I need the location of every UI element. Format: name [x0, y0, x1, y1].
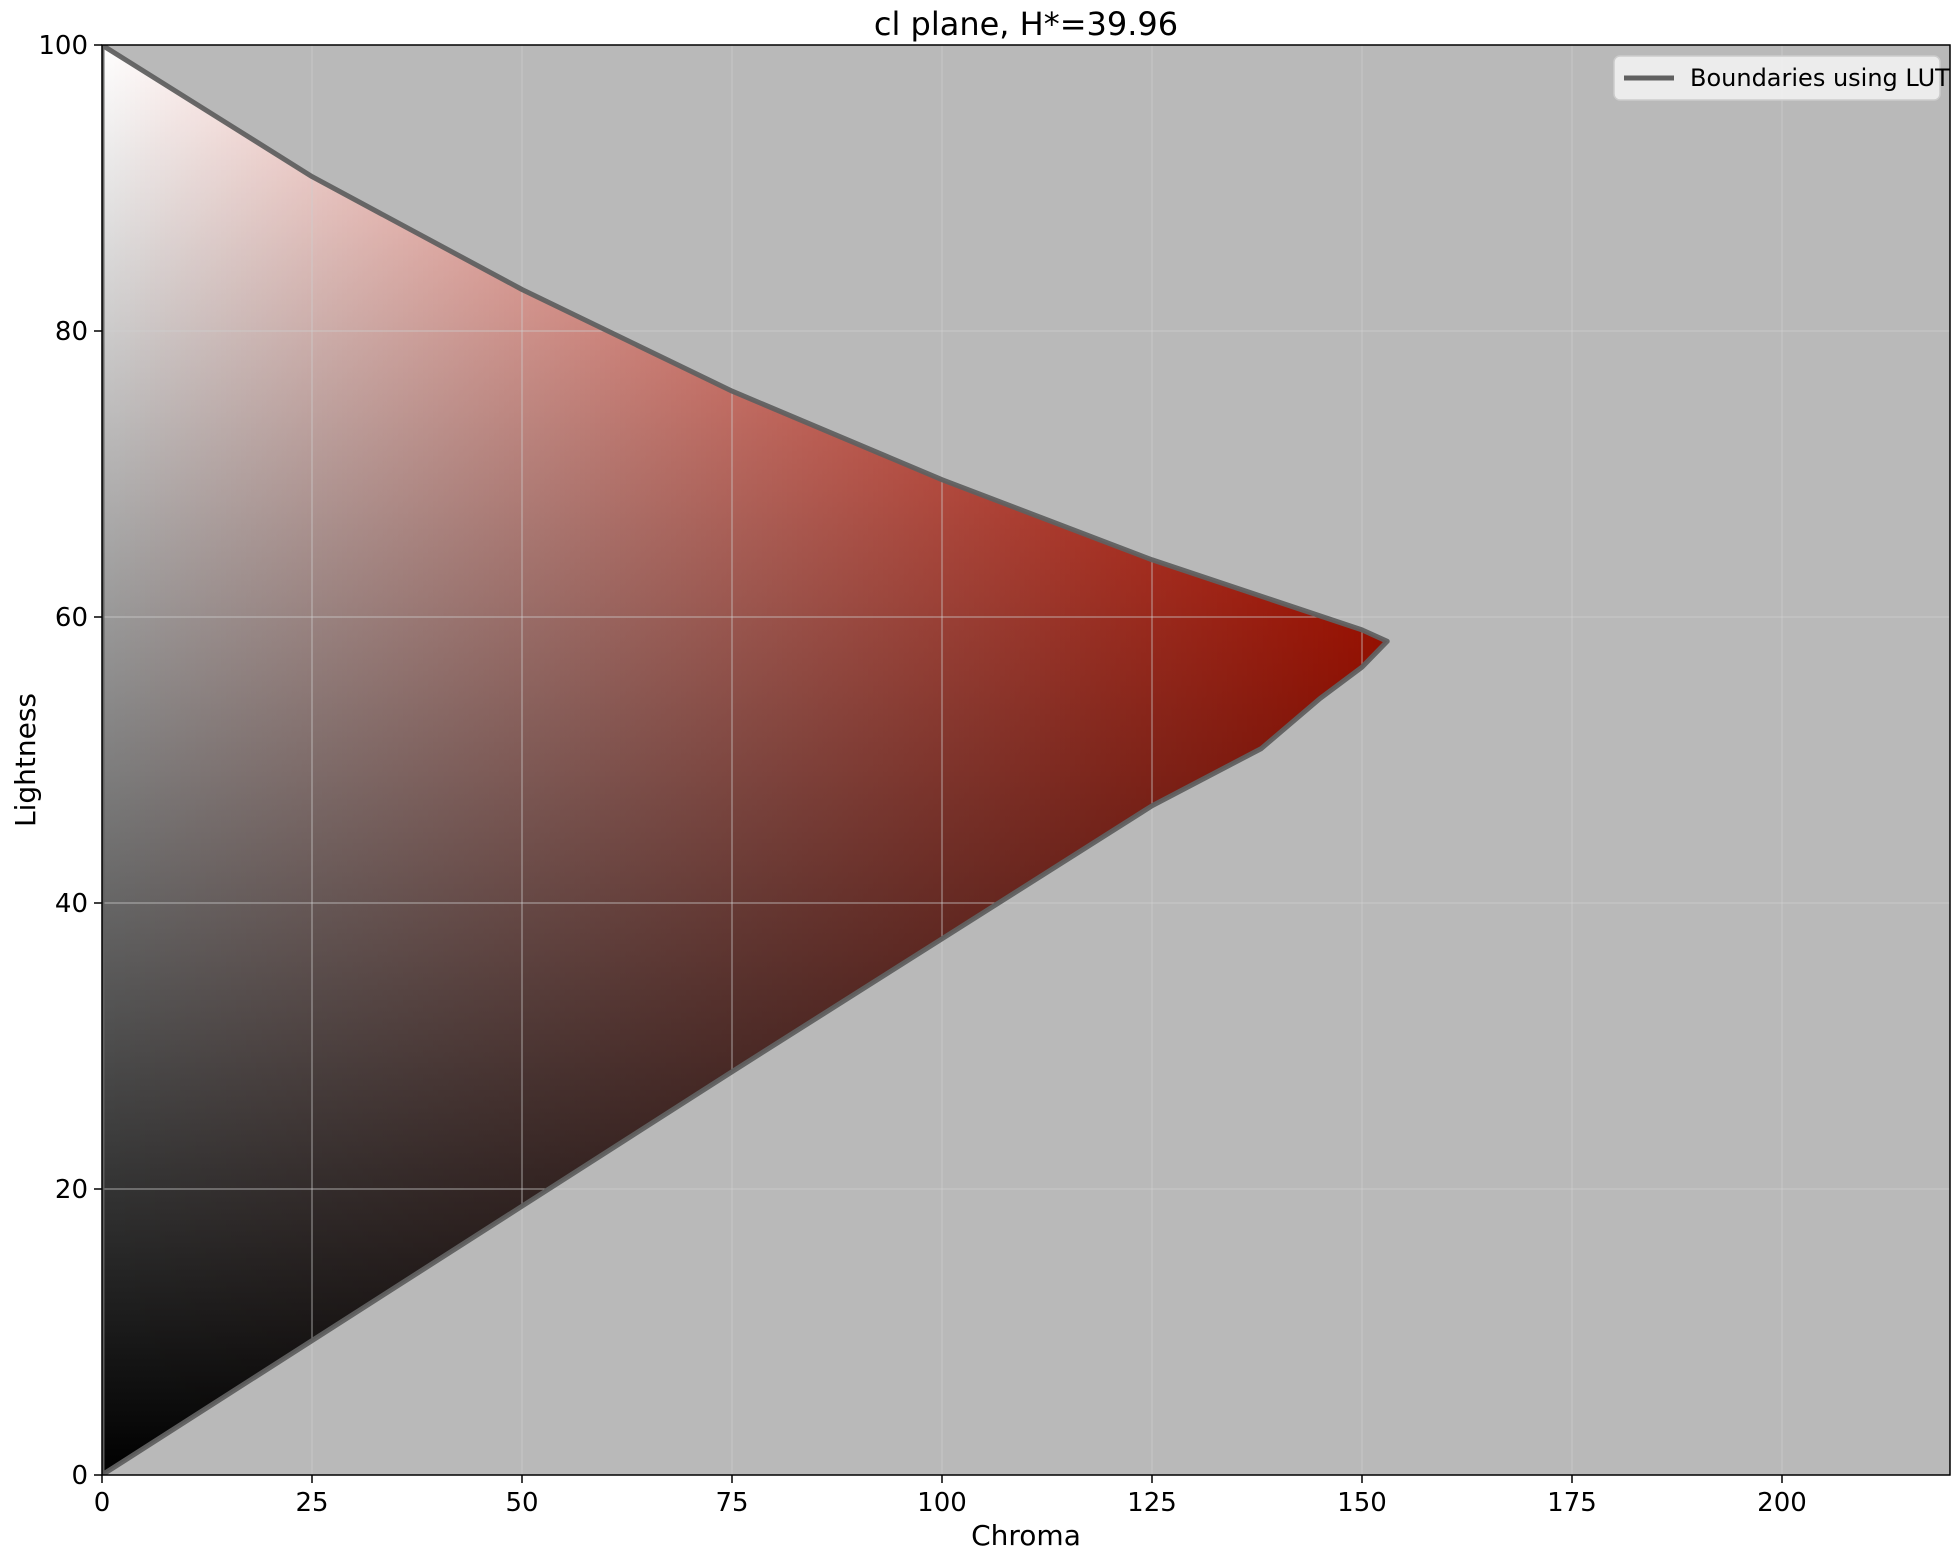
x-tick-label: 75: [715, 1488, 748, 1518]
legend: Boundaries using LUT: [1613, 55, 1950, 101]
chart-title: cl plane, H*=39.96: [874, 5, 1178, 43]
y-tick-label: 20: [55, 1175, 88, 1205]
x-tick-label: 25: [295, 1488, 328, 1518]
x-tick-label: 50: [505, 1488, 538, 1518]
x-tick-label: 150: [1337, 1488, 1387, 1518]
ticks: 0 25 50 75 100 125 150 175 200 0 20 40 60 80 100: [38, 31, 1806, 1518]
x-tick-label: 100: [917, 1488, 967, 1518]
x-tick-label: 0: [94, 1488, 111, 1518]
y-tick-label: 80: [55, 317, 88, 347]
y-tick-label: 100: [38, 31, 88, 61]
plot-frame: [101, 44, 1951, 1476]
y-tick-label: 40: [55, 889, 88, 919]
boundary-line: [102, 45, 1390, 1475]
legend-label: Boundaries using LUT: [1690, 64, 1950, 92]
legend-box: [1613, 55, 1941, 101]
x-tick-label: 200: [1757, 1488, 1807, 1518]
grid: [101, 44, 1950, 1476]
x-tick-label: 125: [1127, 1488, 1177, 1518]
x-tick-label: 175: [1547, 1488, 1597, 1518]
y-axis-title: Lightness: [9, 693, 42, 827]
y-tick-label: 60: [55, 603, 88, 633]
y-tick-label: 0: [71, 1461, 88, 1491]
x-axis-title: Chroma: [971, 1519, 1081, 1552]
series-layer: [102, 45, 1390, 1475]
